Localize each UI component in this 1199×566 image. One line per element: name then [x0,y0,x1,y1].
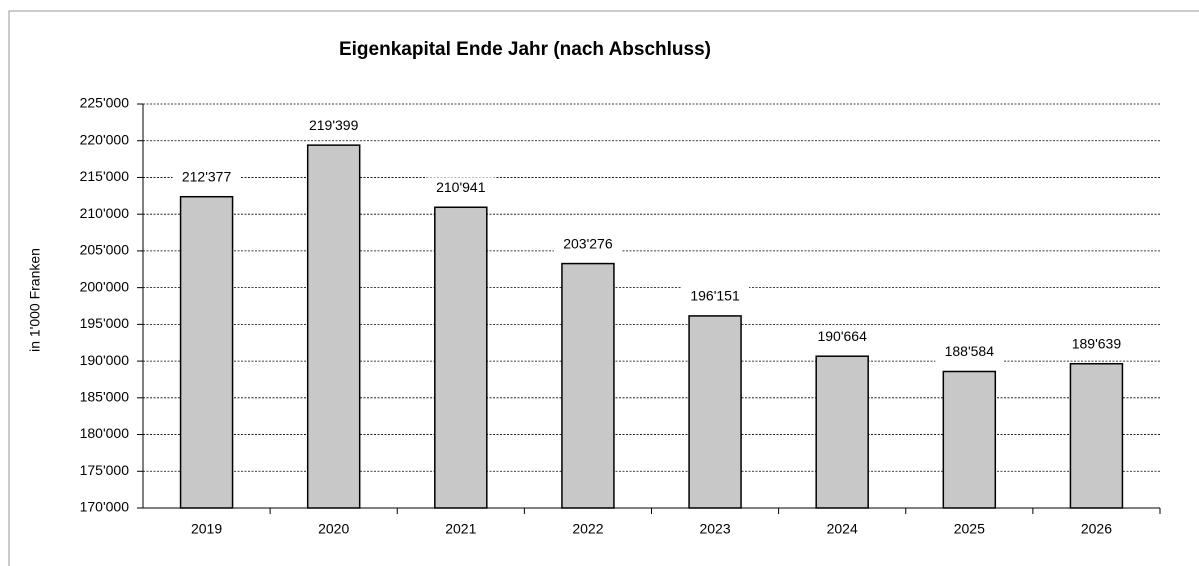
y-tick-label: 210'000 [80,205,130,221]
bar [434,206,488,509]
value-label-bg [1062,333,1131,354]
value-label-bg [935,341,1004,362]
y-tick-label: 170'000 [80,499,130,515]
y-tick-label: 215'000 [80,168,130,184]
y-tick-label: 195'000 [80,315,130,331]
value-label-bg [553,233,622,254]
chart-title: Eigenkapital Ende Jahr (nach Abschluss) [339,39,711,60]
y-tick-label: 190'000 [80,352,130,368]
x-tick-label: 2021 [445,521,476,537]
x-tick-label: 2025 [954,521,985,537]
value-label-bg [426,177,495,198]
value-label: 189'639 [1072,335,1122,351]
bar [1069,362,1124,509]
bar [942,370,997,509]
value-label: 203'276 [563,235,613,251]
x-tick-label: 2026 [1081,521,1112,537]
x-tick-label: 2023 [699,521,730,537]
value-label: 196'151 [690,288,740,304]
y-tick-label: 205'000 [80,242,130,258]
bar [179,195,234,509]
value-label: 219'399 [309,117,359,133]
y-tick-label: 180'000 [80,425,130,441]
value-label: 210'941 [436,179,486,195]
x-tick-label: 2024 [827,521,858,537]
value-label-bg [299,115,368,136]
x-tick-label: 2022 [572,521,603,537]
y-tick-label: 185'000 [80,389,130,405]
bar [688,315,742,509]
y-axis-label: in 1'000 Franken [27,248,43,352]
value-label-bg [808,326,877,347]
bar [306,144,361,509]
y-tick-label: 200'000 [80,278,130,294]
y-tick-label: 225'000 [80,95,130,111]
y-tick-label: 175'000 [80,462,130,478]
bar [561,262,615,509]
y-tick-label: 220'000 [80,131,130,147]
x-tick-label: 2019 [191,521,222,537]
value-label: 190'664 [817,328,867,344]
bar [815,355,869,509]
value-label: 188'584 [945,343,995,359]
value-label-bg [681,285,750,306]
value-label-bg [172,166,241,187]
x-tick-label: 2020 [318,521,349,537]
value-label: 212'377 [182,168,232,184]
chart-frame [8,10,1199,566]
